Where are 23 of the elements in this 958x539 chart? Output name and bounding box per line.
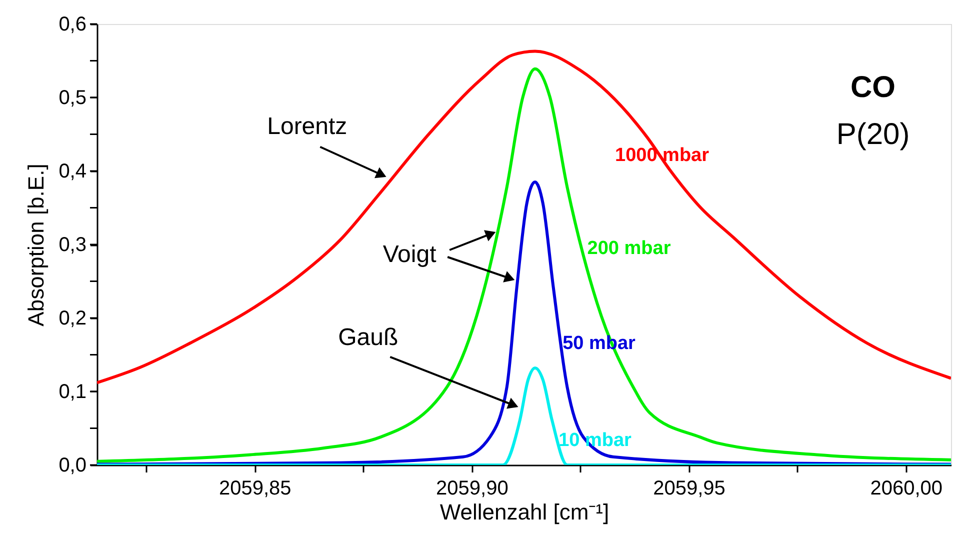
y-tick-label: 0,6 bbox=[58, 14, 86, 36]
x-tick-label: 2059,85 bbox=[218, 478, 292, 500]
y-tick-label: 0,5 bbox=[58, 87, 86, 109]
y-tick-label: 0,1 bbox=[58, 381, 86, 403]
annotation: CO bbox=[850, 71, 896, 104]
series-label: 10 mbar bbox=[558, 430, 632, 451]
y-tick-label: 0,0 bbox=[58, 454, 86, 476]
y-axis-title: Absorption [b.E.] bbox=[24, 164, 49, 326]
line-series bbox=[97, 50, 951, 384]
y-tick-label: 0,3 bbox=[58, 234, 86, 256]
series-label: 200 mbar bbox=[587, 238, 672, 259]
line-series bbox=[97, 67, 951, 463]
x-tick-label: 2059,95 bbox=[653, 478, 726, 500]
series-label: 1000 mbar bbox=[614, 145, 710, 166]
y-tick-label: 0,2 bbox=[58, 308, 86, 330]
annotation: Lorentz bbox=[267, 112, 348, 140]
y-tick-label: 0,4 bbox=[58, 160, 86, 182]
x-tick-label: 2059,90 bbox=[436, 478, 508, 500]
x-tick-label: 2060,00 bbox=[870, 478, 942, 500]
annotation: P(20) bbox=[836, 118, 910, 151]
annotation: Voigt bbox=[382, 241, 437, 268]
x-axis-title: Wellenzahl [cm⁻¹] bbox=[440, 500, 610, 524]
annotation: Gauß bbox=[338, 324, 398, 351]
